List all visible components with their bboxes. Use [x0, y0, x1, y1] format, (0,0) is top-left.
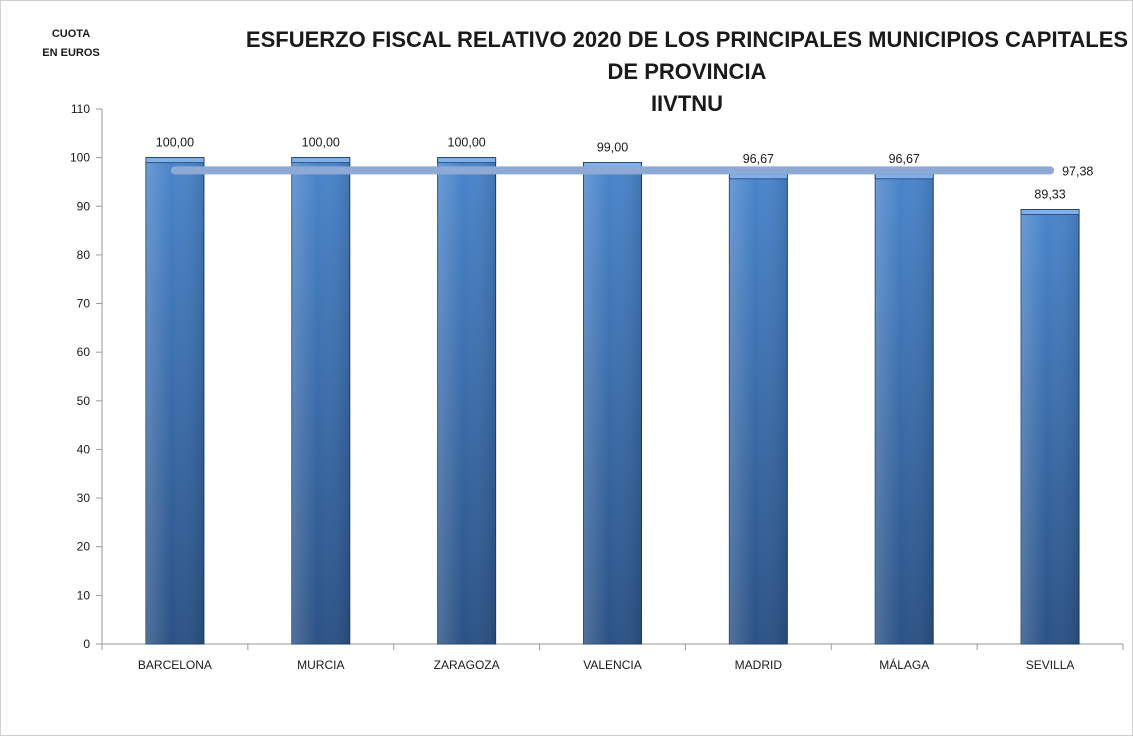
bar-value-label: 89,33: [1034, 188, 1065, 202]
bar: [437, 157, 497, 645]
y-tick-label: 50: [77, 394, 91, 408]
y-tick-label: 70: [77, 297, 91, 311]
category-labels: BARCELONA MURCIA ZARAGOZA VALENCIA MADRID MÁL…: [138, 657, 1075, 672]
bar-value-label: 100,00: [302, 136, 340, 150]
y-tick-label: 110: [71, 102, 90, 116]
y-tick-label: 60: [77, 345, 91, 359]
y-tick-label: 80: [77, 248, 91, 262]
bar-cap: [1020, 209, 1080, 215]
y-axis-label-line-1: CUOTA: [52, 28, 90, 40]
bar-sheen: [875, 173, 934, 644]
category-label: BARCELONA: [138, 658, 212, 672]
bar-sheen: [291, 157, 350, 645]
y-tick-label: 40: [77, 442, 91, 456]
category-label: ZARAGOZA: [434, 658, 500, 672]
y-axis-ticks: 0 10 20 30 40 50 60 70 80 90 100 110: [70, 102, 102, 651]
category-label: MADRID: [735, 658, 783, 672]
bar-value-label: 99,00: [597, 141, 628, 155]
category-label: MURCIA: [297, 658, 344, 672]
data-labels: 100,00 100,00 100,00 99,00 96,67 96,67 89,33: [156, 136, 1066, 202]
chart-title-line-1: ESFUERZO FISCAL RELATIVO 2020 DE LOS PRI…: [246, 27, 1128, 52]
category-label: SEVILLA: [1026, 658, 1075, 672]
y-tick-label: 0: [83, 637, 90, 651]
bar: [874, 173, 934, 645]
average-label: 97,38: [1062, 164, 1093, 178]
chart-title-line-2: DE PROVINCIA: [608, 59, 767, 84]
bar: [291, 157, 351, 645]
category-label: MÁLAGA: [879, 657, 929, 672]
bar-cap: [291, 157, 351, 164]
bar-sheen: [1021, 209, 1080, 644]
bar: [728, 173, 788, 645]
bar-value-label: 100,00: [156, 136, 194, 150]
bar-value-label: 96,67: [889, 152, 920, 166]
bar-cap: [874, 173, 934, 180]
bar-sheen: [583, 162, 642, 644]
y-tick-label: 30: [77, 491, 91, 505]
bar-cap: [145, 157, 205, 164]
bar-value-label: 100,00: [448, 136, 486, 150]
category-label: VALENCIA: [583, 658, 641, 672]
bar: [145, 157, 205, 645]
bar: [1020, 209, 1080, 645]
bar-cap: [728, 173, 788, 180]
y-tick-label: 100: [70, 151, 90, 165]
bar-cap: [437, 157, 497, 164]
y-axis-label-line-2: EN EUROS: [42, 47, 99, 59]
x-axis-ticks: [101, 644, 1124, 650]
bar: [583, 162, 642, 645]
bar-value-label: 96,67: [743, 152, 774, 166]
y-tick-label: 10: [77, 588, 91, 602]
bar-series: [145, 157, 1080, 645]
y-tick-label: 20: [77, 540, 91, 554]
bar-sheen: [437, 157, 496, 645]
bar-sheen: [729, 173, 788, 644]
bar-sheen: [145, 157, 204, 645]
y-tick-label: 90: [77, 199, 91, 213]
chart-title-line-3: IIVTNU: [651, 91, 723, 116]
